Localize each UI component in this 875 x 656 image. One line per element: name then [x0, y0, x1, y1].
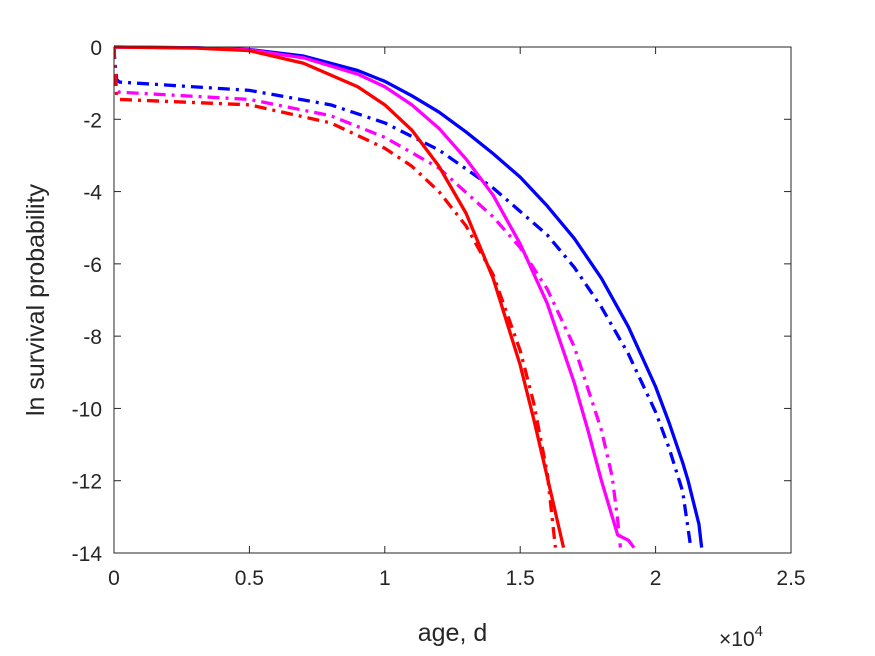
series-layer: [114, 45, 704, 549]
x-exponent-base: ×10: [719, 628, 755, 651]
series-line-6: [114, 46, 558, 548]
y-tick-label: 0: [90, 37, 102, 60]
x-tick-label: 0.5: [235, 567, 264, 590]
x-tick-label: 2.5: [776, 567, 805, 590]
y-axis: 0 -2 -4 -6 -8 -10 -12 -14: [72, 37, 791, 566]
x-tick-label: 0: [108, 567, 120, 590]
series-line-3: [114, 45, 636, 549]
y-axis-label: ln survival probability: [22, 183, 50, 416]
axes-background: [114, 47, 791, 553]
series-line-1: [114, 45, 704, 548]
y-tick-label: -12: [72, 471, 102, 494]
y-tick-label: -6: [83, 254, 102, 277]
y-tick-label: -4: [83, 182, 102, 205]
plot-area: [114, 47, 791, 553]
axes-frame: [113, 46, 792, 554]
y-tick-label: -10: [72, 398, 102, 421]
series-line-4: [114, 46, 623, 548]
y-tick-label: -8: [83, 326, 102, 349]
y-tick-label: -2: [83, 109, 102, 132]
x-tick-label: 1.5: [506, 567, 535, 590]
x-tick-label: 2: [650, 567, 662, 590]
x-axis-exponent: ×104: [719, 623, 763, 651]
x-tick-label: 1: [379, 567, 391, 590]
y-tick-label: -14: [72, 543, 103, 566]
x-axis-label: age, d: [418, 619, 488, 647]
x-exponent-power: 4: [755, 623, 763, 640]
x-axis: 0 0.5 1 1.5 2 2.5: [108, 47, 806, 590]
series-line-2: [114, 46, 693, 548]
